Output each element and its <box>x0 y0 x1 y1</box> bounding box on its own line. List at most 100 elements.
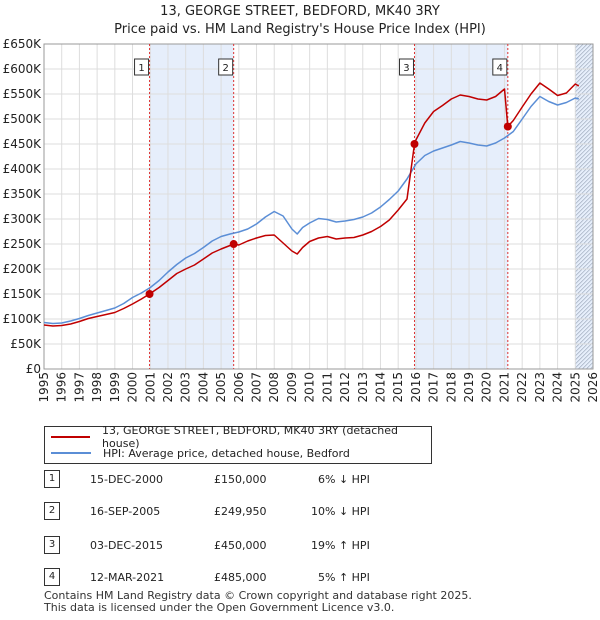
forecast-hatch <box>575 174 594 193</box>
transaction-date: 12-MAR-2021 <box>90 571 165 584</box>
shaded-period <box>149 44 234 369</box>
forecast-hatch <box>578 354 594 370</box>
footer-license: This data is licensed under the Open Gov… <box>44 601 395 614</box>
shaded-period <box>414 44 508 369</box>
x-tick-label: 2023 <box>533 372 547 403</box>
forecast-hatch <box>575 62 594 81</box>
sale-marker-box <box>134 58 150 76</box>
forecast-hatch <box>575 278 594 297</box>
forecast-hatch <box>575 198 594 217</box>
chart-subtitle: Price paid vs. HM Land Registry's House … <box>114 22 486 37</box>
forecast-hatch <box>575 186 594 205</box>
table-row: 2 16-SEP-2005 £249,950 10% ↓ HPI <box>0 502 600 522</box>
x-tick-label: 2009 <box>285 372 299 403</box>
x-tick-label: 2020 <box>480 372 494 403</box>
forecast-hatch <box>575 242 594 261</box>
y-tick-label: £600K <box>3 62 43 76</box>
x-tick-label: 2000 <box>126 372 140 403</box>
forecast-hatch <box>575 43 588 57</box>
transaction-number-badge: 2 <box>44 502 60 520</box>
legend: 13, GEORGE STREET, BEDFORD, MK40 3RY (de… <box>44 424 432 464</box>
forecast-hatch <box>575 334 594 353</box>
x-tick-label: 2024 <box>551 372 565 403</box>
sale-marker-label: 2 <box>222 63 228 74</box>
forecast-hatch <box>575 43 584 53</box>
forecast-hatch <box>586 362 594 370</box>
table-row: 3 03-DEC-2015 £450,000 19% ↑ HPI <box>0 536 600 556</box>
sale-point <box>145 290 154 298</box>
forecast-hatch <box>575 326 594 345</box>
forecast-hatch <box>575 202 594 221</box>
forecast-hatch <box>575 218 594 237</box>
sale-point <box>229 240 238 249</box>
chart-title: 13, GEORGE STREET, BEDFORD, MK40 3RY <box>160 4 440 19</box>
hpi-line <box>43 95 580 325</box>
y-tick-label: £550K <box>3 87 43 101</box>
forecast-hatch <box>575 294 594 313</box>
forecast-hatch <box>575 114 594 133</box>
forecast-hatch <box>575 318 594 337</box>
sale-marker-box <box>398 58 414 76</box>
x-tick-label: 2007 <box>250 372 264 403</box>
transaction-hpi-diff: 19% ↑ HPI <box>311 539 370 552</box>
forecast-hatch <box>582 358 594 370</box>
forecast-hatch <box>575 130 594 149</box>
x-tick-label: 1995 <box>37 372 51 403</box>
transaction-price: £450,000 <box>214 539 267 552</box>
forecast-hatch <box>575 302 594 321</box>
sale-point <box>410 140 419 148</box>
plot-frame <box>43 43 594 370</box>
x-tick-label: 2002 <box>161 372 175 403</box>
forecast-hatch <box>575 90 594 109</box>
legend-label-hpi: HPI: Average price, detached house, Bedf… <box>103 446 350 460</box>
x-tick-label: 2017 <box>427 372 441 403</box>
forecast-hatch <box>575 82 594 101</box>
y-tick-label: £200K <box>3 262 43 276</box>
forecast-hatch <box>575 150 594 169</box>
forecast-hatch <box>575 290 594 309</box>
forecast-hatch <box>575 330 594 349</box>
forecast-hatch <box>575 46 594 65</box>
forecast-hatch <box>575 122 594 141</box>
forecast-hatch <box>575 338 594 357</box>
y-tick-label: £250K <box>3 237 43 251</box>
forecast-hatch <box>575 350 594 369</box>
x-tick-label: 2013 <box>356 372 370 403</box>
property-price-line <box>43 82 580 327</box>
forecast-hatch <box>575 170 594 189</box>
x-tick-label: 2022 <box>515 372 529 403</box>
forecast-hatch <box>575 190 594 209</box>
x-tick-label: 2025 <box>568 372 582 403</box>
transaction-price: £150,000 <box>214 473 267 486</box>
forecast-hatch <box>575 43 580 49</box>
forecast-hatch <box>575 94 594 113</box>
forecast-hatch <box>575 98 594 117</box>
x-tick-label: 2001 <box>143 372 157 403</box>
forecast-hatch <box>575 58 594 77</box>
legend-item-hpi: HPI: Average price, detached house, Bedf… <box>51 445 350 461</box>
forecast-hatch <box>575 230 594 249</box>
forecast-hatch <box>575 238 594 257</box>
y-tick-label: £350K <box>3 187 43 201</box>
transaction-price: £485,000 <box>214 571 267 584</box>
forecast-hatch <box>575 250 594 269</box>
forecast-hatch <box>575 342 594 361</box>
x-tick-label: 1998 <box>90 372 104 403</box>
forecast-hatch <box>575 158 594 177</box>
y-tick-label: £650K <box>3 37 43 51</box>
forecast-hatch <box>575 286 594 305</box>
legend-item-property: 13, GEORGE STREET, BEDFORD, MK40 3RY (de… <box>51 424 431 450</box>
y-tick-label: £50K <box>10 337 42 351</box>
forecast-hatch <box>575 102 594 121</box>
x-tick-label: 2004 <box>196 372 210 403</box>
table-row: 1 15-DEC-2000 £150,000 6% ↓ HPI <box>0 470 600 490</box>
x-tick-label: 2018 <box>444 372 458 403</box>
forecast-hatch <box>575 43 592 61</box>
forecast-hatch <box>575 138 594 157</box>
sale-marker-label: 4 <box>497 63 503 74</box>
y-tick-label: £500K <box>3 112 43 126</box>
x-tick-label: 2016 <box>409 372 423 403</box>
forecast-hatch <box>575 270 594 289</box>
forecast-hatch <box>575 322 594 341</box>
forecast-hatch <box>575 306 594 325</box>
